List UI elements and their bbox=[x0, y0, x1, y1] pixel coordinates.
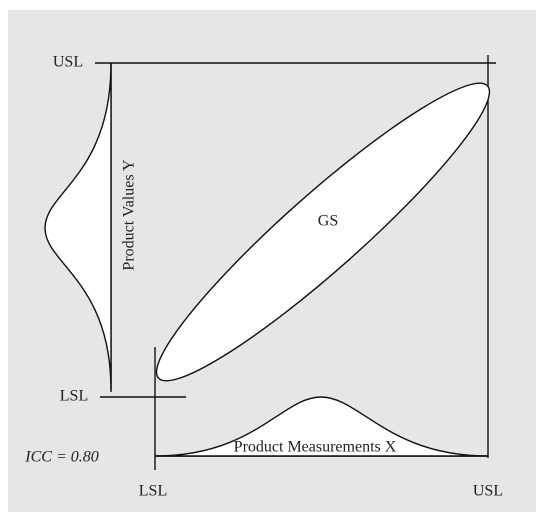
y-lsl-label: LSL bbox=[60, 388, 88, 405]
x-usl-label: USL bbox=[473, 483, 503, 500]
gs-ellipse bbox=[155, 82, 491, 382]
x-lsl-label: LSL bbox=[139, 483, 167, 500]
y-usl-label: USL bbox=[53, 54, 83, 71]
annotation: ICC = 0.80 bbox=[24, 449, 98, 466]
x-axis-title: Product Measurements X bbox=[234, 439, 397, 456]
y-distribution bbox=[44, 62, 112, 391]
region-label: GS bbox=[318, 213, 338, 230]
x-distribution bbox=[154, 396, 489, 457]
y-axis-title: Product Values Y bbox=[121, 159, 138, 271]
